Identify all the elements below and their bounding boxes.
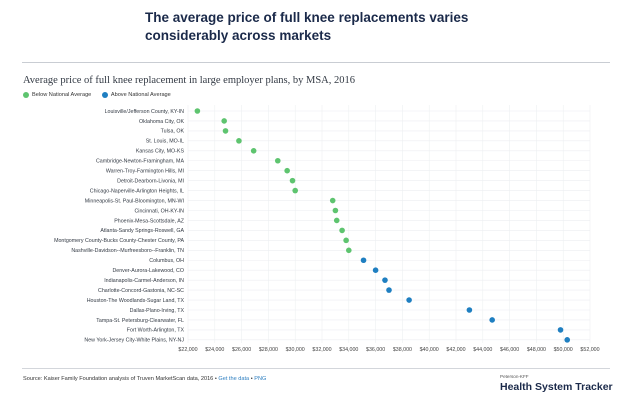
x-tick-label: $26,000 <box>232 347 251 353</box>
category-label: Tulsa, OK <box>161 129 185 135</box>
category-label: Detroit-Dearborn-Livonia, MI <box>117 178 184 184</box>
x-tick-label: $48,000 <box>527 347 546 353</box>
source-text: Source: Kaiser Family Foundation analysi… <box>23 376 219 382</box>
category-label: St. Louis, MO-IL <box>146 139 184 145</box>
data-point <box>250 148 257 154</box>
x-tick-label: $24,000 <box>205 347 224 353</box>
category-label: Minneapolis-St. Paul-Bloomington, MN-WI <box>85 198 184 204</box>
category-label: Cincinnati, OH-KY-IN <box>134 208 184 214</box>
x-tick-label: $30,000 <box>286 347 305 353</box>
data-point <box>489 317 495 323</box>
legend-label-above: Above National Average <box>110 92 171 98</box>
x-tick-label: $40,000 <box>420 347 439 353</box>
category-label: Fort Worth-Arlington, TX <box>127 328 185 334</box>
category-label: Nashville-Davidson--Murfreesboro--Frankl… <box>71 248 184 254</box>
data-point <box>194 108 201 114</box>
legend: Below National Average Above National Av… <box>23 92 180 100</box>
x-tick-label: $50,000 <box>554 347 573 353</box>
category-label: Oklahoma City, OK <box>139 119 184 125</box>
data-point <box>284 167 290 174</box>
data-point <box>274 157 281 164</box>
headline: The average price of full knee replaceme… <box>145 10 469 43</box>
category-label: Montgomery County-Bucks County-Chester C… <box>54 238 184 244</box>
legend-item-below[interactable]: Below National Average <box>23 92 91 98</box>
category-label: Dallas-Plano-Irving, TX <box>130 308 185 314</box>
category-label: Charlotte-Concord-Gastonia, NC-SC <box>98 288 184 294</box>
data-point <box>339 227 345 234</box>
category-label: Indianapolis-Carmel-Anderson, IN <box>104 278 184 284</box>
data-point <box>557 327 564 333</box>
category-label: Chicago-Naperville-Arlington Heights, IL <box>90 188 184 194</box>
x-tick-label: $22,000 <box>178 347 197 353</box>
data-point <box>333 217 340 224</box>
data-point <box>372 267 379 274</box>
title-divider <box>22 62 610 63</box>
data-point <box>292 187 299 194</box>
footer-divider <box>22 368 610 369</box>
data-point <box>466 307 473 313</box>
category-label: Warren-Troy-Farmington Hills, MI <box>106 169 184 175</box>
category-label: Cambridge-Newton-Framingham, MA <box>96 159 184 165</box>
category-label: Columbus, OH <box>149 258 184 264</box>
category-label: New York-Jersey City-White Plains, NY-NJ <box>84 338 184 344</box>
brand-logo: Health System Tracker <box>500 381 613 393</box>
category-label: Denver-Aurora-Lakewood, CO <box>112 268 184 274</box>
legend-label-below: Below National Average <box>32 92 92 98</box>
legend-dot-above <box>101 92 108 98</box>
x-tick-label: $44,000 <box>473 347 492 353</box>
x-tick-label: $34,000 <box>339 347 358 353</box>
x-tick-label: $42,000 <box>446 347 465 353</box>
data-point <box>221 118 227 124</box>
category-label: Phoenix-Mesa-Scottsdale, AZ <box>114 218 185 224</box>
x-tick-label: $32,000 <box>312 347 331 353</box>
data-point <box>386 287 392 293</box>
x-tick-label: $38,000 <box>393 347 412 353</box>
data-point <box>236 138 242 144</box>
category-label: Tampa-St. Petersburg-Clearwater, FL <box>96 318 184 324</box>
legend-item-above[interactable]: Above National Average <box>101 92 171 98</box>
brand-kicker: Peterson-KFF <box>500 374 529 379</box>
chart-title: Average price of full knee replacement i… <box>23 75 356 86</box>
legend-dot-below <box>23 92 29 98</box>
category-label: Louisville/Jefferson County, KY-IN <box>105 109 185 115</box>
data-point <box>343 237 349 244</box>
get-data-link[interactable]: Get the data <box>218 376 250 382</box>
data-point <box>382 277 388 283</box>
data-point <box>360 257 367 264</box>
x-tick-label: $28,000 <box>259 347 278 353</box>
data-point <box>406 297 412 303</box>
data-point <box>222 128 229 134</box>
data-point <box>346 247 352 254</box>
category-label: Atlanta-Sandy Springs-Roswell, GA <box>100 228 184 234</box>
category-label: Houston-The Woodlands-Sugar Land, TX <box>87 298 185 304</box>
data-point <box>329 197 336 204</box>
x-tick-label: $46,000 <box>500 347 519 353</box>
data-point <box>332 207 339 214</box>
x-tick-label: $52,000 <box>580 347 599 353</box>
category-label: Kansas City, MO-KS <box>136 149 185 155</box>
source-separator: • <box>249 376 255 382</box>
data-point <box>564 337 571 343</box>
source-note: Source: Kaiser Family Foundation analysi… <box>23 376 266 382</box>
png-link[interactable]: PNG <box>254 376 267 382</box>
x-tick-label: $36,000 <box>366 347 385 353</box>
data-point <box>289 177 296 184</box>
